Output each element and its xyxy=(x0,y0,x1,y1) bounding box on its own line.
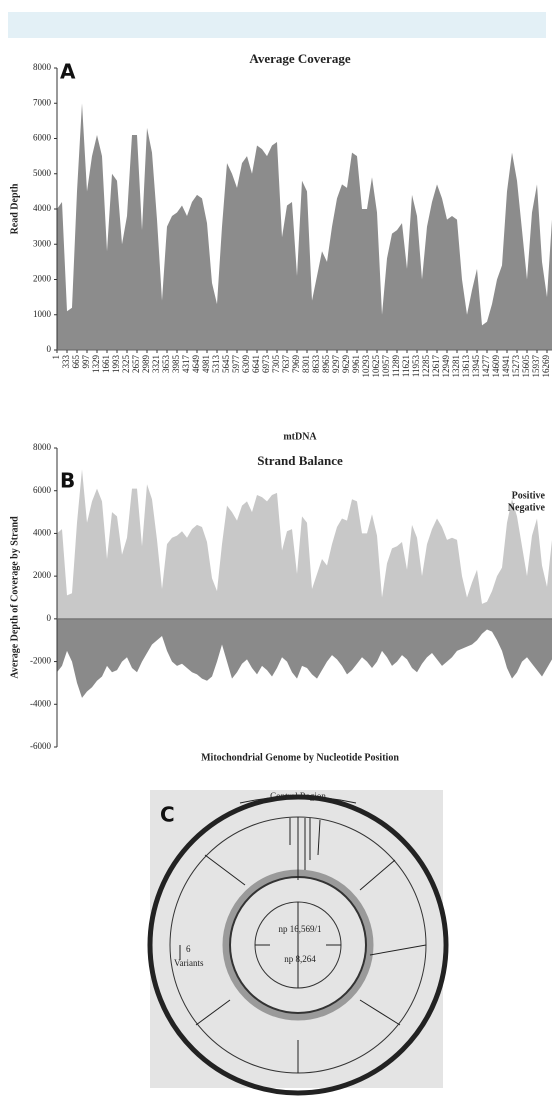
x-tick-label: 4981 xyxy=(201,355,211,373)
y-tick-label: 8000 xyxy=(33,62,52,72)
y-tick-label: -6000 xyxy=(30,741,51,751)
x-tick-label: 5645 xyxy=(221,355,231,374)
panel-letter: B xyxy=(60,469,75,493)
y-tick-label: 4000 xyxy=(33,527,52,537)
x-tick-label: 13281 xyxy=(451,355,461,378)
x-tick-label: 9297 xyxy=(331,355,341,374)
tick xyxy=(369,944,427,956)
y-tick-label: -4000 xyxy=(30,698,51,708)
x-tick-label: 5313 xyxy=(211,355,221,374)
x-tick-label: 1661 xyxy=(101,355,111,373)
y-axis-label: Average Depth of Coverage by Strand xyxy=(9,516,20,679)
x-tick-label: 2989 xyxy=(141,355,151,374)
panel-letter: C xyxy=(160,803,175,827)
tick xyxy=(359,859,396,891)
x-tick-label: 14941 xyxy=(501,355,511,378)
variant-spikes xyxy=(179,796,427,1073)
x-tick-label: 8965 xyxy=(321,355,331,374)
x-tick-label: 7637 xyxy=(281,355,291,374)
scale-label: Variants xyxy=(174,958,204,968)
x-tick-label: 1993 xyxy=(111,355,121,374)
area xyxy=(57,103,552,350)
x-tick-label: 12617 xyxy=(431,355,441,378)
x-tick-label: 11953 xyxy=(411,355,421,378)
x-tick-label: 1 xyxy=(51,355,61,360)
y-axis-label: Read Depth xyxy=(9,183,20,234)
x-axis-label: mtDNA xyxy=(283,431,317,442)
panel-c: Control Region np 16,569/1 np 8,264 6 Va… xyxy=(147,790,449,1096)
x-tick-label: 8301 xyxy=(301,355,311,373)
x-tick-label: 3653 xyxy=(161,355,171,374)
x-tick-label: 2657 xyxy=(131,355,141,374)
x-axis-label: Mitochondrial Genome by Nucleotide Posit… xyxy=(201,752,399,763)
y-tick-label: 4000 xyxy=(33,203,52,213)
region-label: Control Region xyxy=(270,791,326,801)
y-tick-label: 2000 xyxy=(33,274,52,284)
x-tick-label: 7305 xyxy=(271,355,281,374)
x-tick-label: 10957 xyxy=(381,355,391,378)
y-tick-label: 2000 xyxy=(33,570,52,580)
x-tick-label: 665 xyxy=(71,355,81,369)
x-tick-label: 2325 xyxy=(121,355,131,374)
y-tick-label: -2000 xyxy=(30,656,51,666)
x-tick-label: 7969 xyxy=(291,355,301,374)
top-label: np 16,569/1 xyxy=(278,924,321,934)
chart-title: Average Coverage xyxy=(249,51,350,66)
x-tick-label: 1329 xyxy=(91,355,101,374)
y-tick-label: 7000 xyxy=(33,97,52,107)
header-bar xyxy=(8,12,546,38)
x-tick-label: 16269 xyxy=(541,355,551,378)
x-tick-label: 15605 xyxy=(521,355,531,378)
x-tick-label: 3985 xyxy=(171,355,181,374)
y-tick-label: 3000 xyxy=(33,238,52,248)
y-tick-label: 6000 xyxy=(33,485,52,495)
scale-value: 6 xyxy=(186,944,191,954)
x-tick-label: 15273 xyxy=(511,355,521,378)
x-tick-label: 14277 xyxy=(481,355,491,378)
panel-letter: A xyxy=(60,60,76,84)
x-tick-label: 10625 xyxy=(371,355,381,378)
x-tick-label: 8633 xyxy=(311,355,321,374)
x-tick-label: 13613 xyxy=(461,355,471,378)
x-tick-label: 4649 xyxy=(191,355,201,374)
x-tick-label: 9961 xyxy=(351,355,361,373)
x-tick-label: 12285 xyxy=(421,355,431,378)
y-tick-label: 6000 xyxy=(33,133,52,143)
diagram-background xyxy=(150,790,443,1088)
x-tick-label: 15937 xyxy=(531,355,541,378)
region-bracket xyxy=(239,796,357,804)
x-tick-label: 11621 xyxy=(401,355,411,377)
x-tick-label: 4317 xyxy=(181,355,191,374)
x-tick-label: 12949 xyxy=(441,355,451,378)
area-1 xyxy=(57,618,552,698)
area-0 xyxy=(57,469,552,619)
tick xyxy=(195,999,231,1026)
x-tick-label: 997 xyxy=(81,355,91,369)
x-tick-label: 6641 xyxy=(251,355,261,373)
x-tick-label: 9629 xyxy=(341,355,351,374)
x-tick-label: 3321 xyxy=(151,355,161,373)
x-tick-label: 11289 xyxy=(391,355,401,378)
x-tick-label: 10293 xyxy=(361,355,371,378)
tick xyxy=(317,819,321,856)
tick xyxy=(204,854,246,886)
y-tick-label: 0 xyxy=(47,613,52,623)
x-tick-label: 13945 xyxy=(471,355,481,378)
legend-label: Negative xyxy=(508,502,546,513)
x-tick-label: 14609 xyxy=(491,355,501,378)
chart-title: Strand Balance xyxy=(257,453,343,468)
x-tick-label: 5977 xyxy=(231,355,241,374)
legend-label: Positive xyxy=(512,490,546,501)
bottom-label: np 8,264 xyxy=(284,954,316,964)
x-tick-label: 6973 xyxy=(261,355,271,374)
tick xyxy=(359,999,401,1026)
y-tick-label: 8000 xyxy=(33,442,52,452)
x-tick-label: 6309 xyxy=(241,355,251,374)
x-tick-label: 333 xyxy=(61,355,71,369)
y-tick-label: 1000 xyxy=(33,309,52,319)
y-tick-label: 5000 xyxy=(33,168,52,178)
y-tick-label: 0 xyxy=(47,344,52,354)
